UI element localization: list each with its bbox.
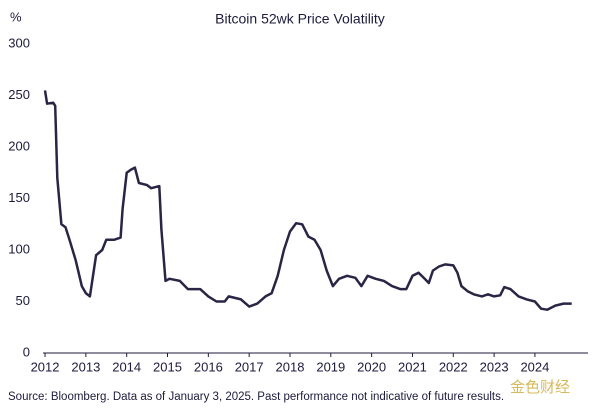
- x-tick-label: 2016: [194, 359, 223, 374]
- y-tick-label: 0: [23, 344, 30, 359]
- y-tick-label: 200: [8, 138, 30, 153]
- y-tick-label: 150: [8, 190, 30, 205]
- y-tick-label: 50: [16, 293, 30, 308]
- x-tick-label: 2023: [480, 359, 509, 374]
- x-tick-label: 2024: [520, 359, 549, 374]
- x-tick-label: 2018: [276, 359, 305, 374]
- x-tick-label: 2013: [71, 359, 100, 374]
- y-tick-label: 250: [8, 87, 30, 102]
- x-tick-label: 2017: [235, 359, 264, 374]
- x-tick-label: 2021: [398, 359, 427, 374]
- x-tick-label: 2014: [112, 359, 141, 374]
- x-tick-label: 2015: [153, 359, 182, 374]
- y-tick-label: 100: [8, 241, 30, 256]
- x-tick-label: 2022: [439, 359, 468, 374]
- source-note: Source: Bloomberg. Data as of January 3,…: [8, 391, 504, 403]
- volatility-line: [43, 90, 572, 311]
- x-tick-label: 2019: [316, 359, 345, 374]
- watermark: 金色财经: [510, 379, 570, 396]
- chart-title: Bitcoin 52wk Price Volatility: [215, 11, 385, 27]
- x-tick-label: 2012: [31, 359, 60, 374]
- y-tick-label: 300: [8, 35, 30, 50]
- y-axis-label: %: [10, 9, 22, 24]
- x-tick-label: 2020: [357, 359, 386, 374]
